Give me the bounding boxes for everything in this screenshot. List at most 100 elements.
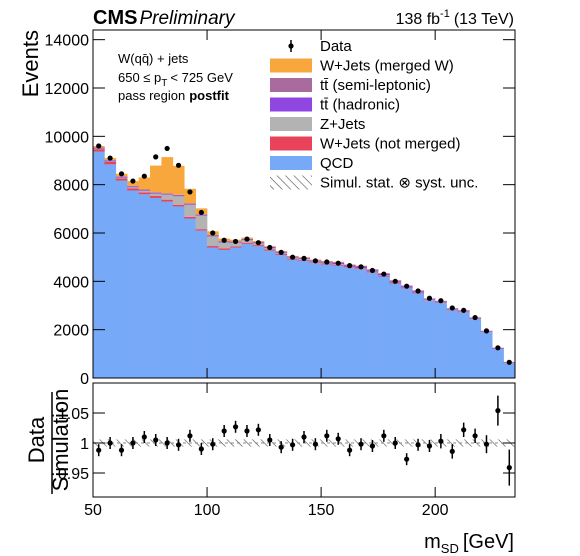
stack-segment: [446, 310, 459, 378]
stack-segment: [93, 151, 105, 378]
data-point: [381, 271, 387, 277]
x-tick-label: 50: [84, 502, 102, 519]
stack-segment: [218, 242, 231, 249]
stack-segment: [229, 242, 242, 247]
y-tick-label: 0: [80, 371, 89, 388]
ratio-point: [472, 433, 478, 439]
annotation-part: < 725 GeV: [170, 70, 233, 85]
ratio-point: [358, 441, 364, 447]
annotation-sub: T: [161, 78, 167, 89]
data-point: [324, 259, 330, 265]
legend-label: QCD: [320, 155, 354, 172]
data-point: [472, 314, 478, 321]
stack-segment: [229, 246, 242, 248]
stack-segment: [150, 197, 162, 378]
ratio-point: [107, 440, 113, 446]
stack-segment: [172, 195, 185, 197]
stack-segment: [195, 215, 208, 216]
energy: (13 TeV): [454, 11, 514, 28]
stack-segment: [469, 319, 482, 378]
data-point: [278, 249, 284, 255]
stack-segment: [252, 245, 265, 247]
stack-segment: [138, 189, 151, 191]
x-label-main: m: [424, 531, 441, 553]
stack-segment: [298, 260, 311, 378]
stack-segment: [412, 293, 425, 378]
stack-segment: [115, 176, 128, 178]
ratio-point: [449, 448, 455, 454]
legend-swatch: [270, 175, 312, 190]
legend-swatch: [270, 58, 312, 73]
y-axis-label: Events: [18, 30, 43, 97]
ratio-point: [324, 433, 330, 439]
data-point: [461, 307, 467, 313]
stack-segment: [104, 161, 117, 165]
stack-segment: [172, 194, 185, 196]
stack-segment: [115, 178, 128, 181]
stack-segment: [184, 188, 196, 204]
data-point: [210, 230, 216, 236]
y-tick-label: 8000: [53, 178, 89, 195]
data-point: [107, 155, 113, 161]
data-point: [267, 244, 273, 251]
data-point: [96, 143, 102, 149]
y-tick-label: 4000: [53, 274, 89, 291]
ratio-point: [164, 440, 170, 446]
ratio-point: [118, 447, 125, 453]
stack-segment: [161, 194, 174, 200]
legend-swatch: [270, 136, 312, 151]
stack-segment: [435, 303, 447, 378]
stack-segment: [252, 246, 265, 378]
y-tick-label: 10000: [45, 129, 90, 146]
ratio-point: [415, 442, 421, 448]
data-point: [255, 240, 261, 246]
stack-segment: [195, 229, 208, 231]
data-point: [358, 264, 364, 270]
ratio-point: [187, 433, 193, 439]
ratio-point: [404, 456, 410, 462]
stack-segment: [161, 194, 174, 195]
data-point: [483, 328, 490, 334]
data-point: [175, 162, 182, 168]
ratio-y-tick-label: 1: [80, 436, 89, 453]
ratio-point: [461, 427, 467, 433]
ratio-point: [301, 434, 307, 440]
ratio-label-top: Data: [24, 416, 49, 463]
stack-segment: [321, 264, 333, 378]
ratio-point: [175, 442, 182, 448]
stack-segment: [127, 185, 139, 187]
data-point: [495, 345, 501, 351]
data-point: [187, 189, 193, 195]
stack-segment: [195, 215, 208, 230]
ratio-point: [335, 436, 341, 442]
data-point: [347, 263, 353, 269]
stack-segment: [138, 190, 151, 193]
stack-segment: [104, 164, 117, 378]
y-tick-label: 12000: [45, 81, 90, 98]
ratio-point: [289, 442, 296, 448]
stack-segment: [480, 332, 493, 378]
stack-segment: [138, 177, 151, 190]
ratio-frame: [92, 382, 516, 498]
stack-segment: [275, 254, 288, 378]
data-point: [130, 178, 136, 184]
data-point: [153, 154, 159, 160]
stack-segment: [184, 218, 196, 378]
x-label-sub: SD: [441, 541, 459, 556]
stack-segment: [332, 265, 345, 378]
data-point: [232, 238, 239, 245]
stack-segment: [161, 193, 174, 195]
legend-swatch: [270, 97, 312, 112]
ratio-point: [255, 427, 261, 433]
stack-segment: [127, 186, 139, 188]
x-tick-label: 100: [194, 502, 221, 519]
stack-segment: [184, 203, 196, 204]
data-point: [415, 288, 421, 294]
data-point: [221, 237, 227, 243]
data-point: [141, 173, 147, 179]
x-tick-label: 150: [308, 502, 335, 519]
annotation-bold: postfit: [189, 88, 229, 103]
lumi-label: 138 fb-1 (13 TeV): [396, 8, 514, 28]
ratio-point: [438, 438, 444, 444]
annotation: 650 ≤ pT < 725 GeV: [118, 70, 233, 89]
